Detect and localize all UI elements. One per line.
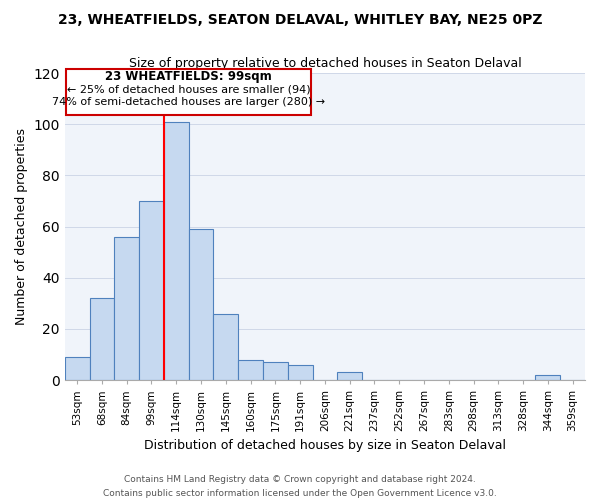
Bar [139,201,164,380]
Bar [288,364,313,380]
Bar [535,375,560,380]
FancyBboxPatch shape [66,69,311,116]
Bar [263,362,288,380]
Bar [89,298,115,380]
Text: 74% of semi-detached houses are larger (280) →: 74% of semi-detached houses are larger (… [52,98,325,108]
Bar [65,357,89,380]
Text: 23, WHEATFIELDS, SEATON DELAVAL, WHITLEY BAY, NE25 0PZ: 23, WHEATFIELDS, SEATON DELAVAL, WHITLEY… [58,12,542,26]
X-axis label: Distribution of detached houses by size in Seaton Delaval: Distribution of detached houses by size … [144,440,506,452]
Bar [115,237,139,380]
Bar [214,314,238,380]
Text: 23 WHEATFIELDS: 99sqm: 23 WHEATFIELDS: 99sqm [105,70,272,84]
Bar [188,229,214,380]
Bar [337,372,362,380]
Text: ← 25% of detached houses are smaller (94): ← 25% of detached houses are smaller (94… [67,84,310,94]
Title: Size of property relative to detached houses in Seaton Delaval: Size of property relative to detached ho… [128,58,521,70]
Y-axis label: Number of detached properties: Number of detached properties [15,128,28,325]
Text: Contains HM Land Registry data © Crown copyright and database right 2024.
Contai: Contains HM Land Registry data © Crown c… [103,476,497,498]
Bar [164,122,188,380]
Bar [238,360,263,380]
